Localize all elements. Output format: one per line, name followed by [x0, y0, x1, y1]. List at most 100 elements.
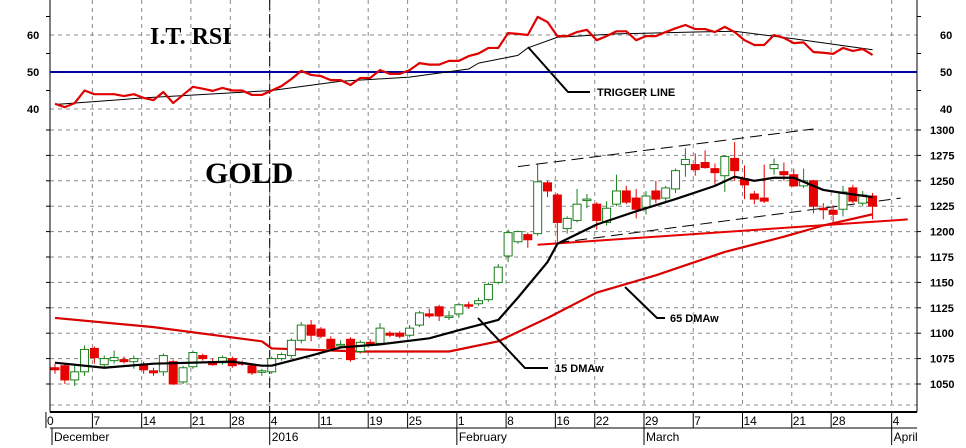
candle-body-down — [346, 338, 355, 361]
candle — [336, 340, 346, 348]
x-tick-label: 0 — [47, 414, 54, 428]
candle-body-down — [385, 332, 395, 336]
candle — [60, 363, 70, 384]
candle-body-down — [730, 157, 740, 172]
candle-body-up — [582, 198, 592, 202]
candle — [217, 355, 227, 365]
candle-body-up — [80, 348, 90, 373]
month-label: March — [646, 430, 679, 444]
candle — [198, 353, 208, 361]
candle — [700, 150, 710, 169]
candle — [799, 168, 809, 188]
candle-body-down — [523, 234, 533, 241]
candle — [543, 180, 552, 198]
trigger-line-label: TRIGGER LINE — [597, 87, 675, 99]
candle — [395, 331, 405, 339]
candle — [562, 216, 572, 234]
candle — [277, 352, 287, 361]
candle — [720, 155, 730, 192]
price-tick-label: 1125 — [930, 303, 954, 315]
candle — [661, 185, 671, 202]
candle-body-down — [149, 370, 158, 374]
candle-body-up — [533, 181, 543, 235]
candle-body-down — [89, 347, 99, 359]
candle — [50, 363, 60, 374]
candle-body-up — [296, 324, 306, 341]
x-tick-label: 29 — [645, 414, 659, 428]
candle-body-up — [405, 327, 415, 336]
candle-body-up — [70, 371, 80, 381]
candle — [474, 297, 484, 306]
price-tick-label: 1075 — [930, 354, 954, 366]
candle-body-up — [178, 367, 188, 383]
candle — [375, 323, 385, 346]
candle — [434, 304, 444, 322]
candle — [740, 165, 749, 200]
ma65-leader-line — [624, 286, 665, 319]
channel-trendline — [517, 128, 814, 168]
candle — [503, 229, 513, 263]
candle-body-up — [257, 370, 267, 373]
x-tick-label: 16 — [556, 414, 570, 428]
candle-body-up — [680, 158, 690, 166]
ma65-label: 65 DMAw — [670, 313, 719, 325]
candle-body-down — [434, 306, 444, 317]
candle-body-up — [375, 327, 385, 344]
x-tick-label: 14 — [744, 414, 758, 428]
rsi-right-tick-label: 50 — [940, 67, 952, 79]
month-label: April — [894, 430, 918, 444]
series — [50, 15, 917, 387]
ma15-label: 15 DMAw — [555, 363, 604, 375]
candle — [759, 164, 769, 204]
candle-body-down — [119, 359, 129, 363]
candle — [671, 168, 681, 193]
candle — [424, 308, 434, 318]
candle — [316, 327, 326, 339]
annotations: TRIGGER LINE 65 DMAw 15 DMAw — [477, 46, 719, 375]
candle — [296, 322, 306, 344]
x-tick-label: 11 — [320, 414, 333, 428]
candle-body-down — [651, 190, 661, 200]
candle — [769, 158, 779, 175]
candle — [818, 203, 828, 220]
candle — [493, 264, 503, 285]
candle-body-up — [513, 231, 523, 243]
candle — [641, 190, 651, 215]
ma15-line — [54, 175, 873, 369]
candle — [129, 355, 139, 369]
x-tick-label: 8 — [507, 414, 514, 428]
x-tick-label: 7 — [93, 414, 100, 428]
candle-body-up — [474, 300, 484, 305]
candle — [80, 345, 90, 376]
rsi-left-tick-label: 50 — [27, 67, 39, 79]
candle — [286, 338, 296, 358]
candle-body-up — [503, 232, 513, 257]
candle — [828, 205, 838, 225]
price-tick-label: 1150 — [930, 277, 954, 289]
candle-body-up — [414, 312, 424, 326]
candle — [838, 185, 848, 217]
candle-body-up — [99, 358, 109, 366]
candle-body-up — [720, 155, 730, 177]
candle-body-up — [109, 357, 119, 362]
candle — [405, 325, 415, 338]
candle — [749, 190, 759, 205]
candle — [119, 356, 129, 364]
candle-body-up — [838, 191, 848, 210]
candle — [621, 185, 631, 205]
rsi-title: I.T. RSI — [150, 24, 232, 50]
month-label: February — [459, 430, 507, 444]
price-tick-label: 1300 — [930, 125, 954, 137]
price-tick-label: 1200 — [930, 227, 954, 239]
candle-body-up — [769, 164, 779, 170]
candle — [513, 230, 523, 244]
candle — [326, 336, 336, 351]
x-tick-label: 14 — [143, 414, 157, 428]
candle — [178, 365, 188, 384]
candle-body-down — [710, 168, 720, 174]
x-tick-label: 22 — [596, 414, 610, 428]
rsi-right-tick-label: 40 — [940, 104, 952, 116]
candle-body-down — [326, 338, 336, 349]
price-tick-label: 1250 — [930, 176, 954, 188]
candle-body-down — [424, 313, 434, 317]
